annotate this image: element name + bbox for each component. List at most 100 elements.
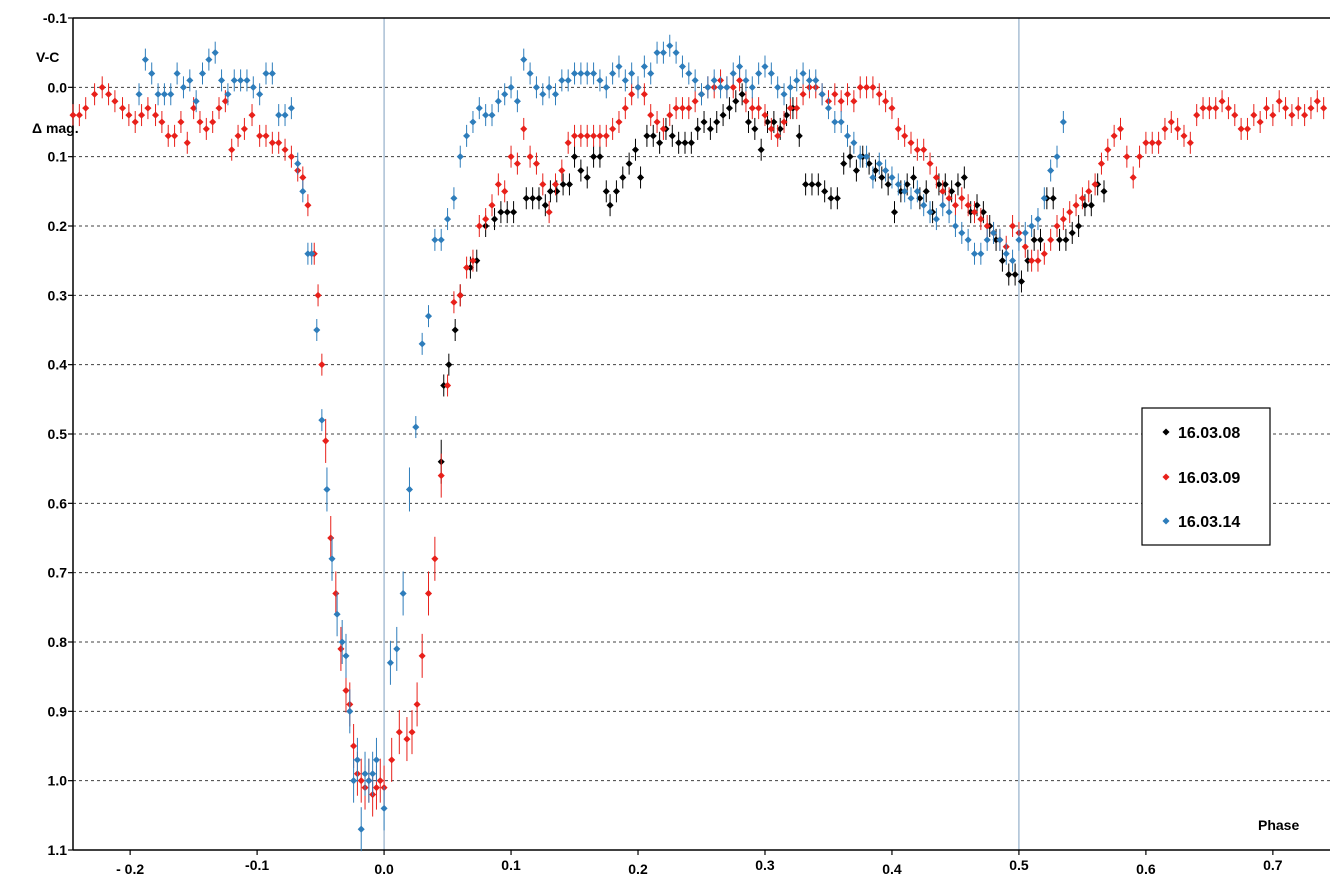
data-point [444,215,452,223]
data-point [786,83,794,91]
data-point [313,326,321,334]
data-point [977,215,985,223]
data-point [729,69,737,78]
data-point [609,69,617,78]
data-point [1142,139,1150,147]
data-point [1085,187,1093,195]
data-point [625,160,633,168]
data-point [456,291,464,299]
data-point [685,104,693,112]
data-point [510,208,518,216]
data-point [983,222,991,230]
data-point [786,104,794,112]
legend-label-16-03-14: 16.03.14 [1178,514,1240,531]
data-point [1218,97,1226,105]
data-point [748,83,756,91]
data-point [799,69,807,78]
data-point [1028,257,1036,265]
data-point [901,187,909,195]
data-point [776,125,784,133]
data-point [742,76,750,84]
data-point [973,201,981,209]
data-point [526,69,534,78]
data-point [318,416,326,424]
data-point [894,180,902,188]
data-point [1123,153,1131,161]
data-point [532,83,540,91]
data-point [640,62,648,71]
data-point [75,111,83,119]
y-tick-label: 1.0 [48,773,68,789]
data-point [450,194,458,202]
data-point [606,201,614,209]
data-point [1011,270,1019,279]
data-point [1180,132,1188,140]
data-point [1307,104,1315,112]
data-point [888,173,896,182]
data-point [361,770,369,778]
data-point [666,42,674,50]
data-point [869,173,877,182]
y-tick-label: 0.3 [48,287,68,303]
data-point [413,700,421,708]
data-point [256,132,264,140]
x-tick-label: - 0.2 [116,861,144,877]
data-point [1068,229,1076,237]
data-point [482,215,490,223]
data-point [69,111,77,119]
data-point [171,132,179,140]
data-point [932,173,940,182]
y-tick-label: 0.9 [48,703,68,719]
data-point [932,215,940,223]
data-point [833,194,841,202]
series-16-03-09 [69,69,1328,817]
data-point [167,90,175,98]
data-point [287,104,295,112]
data-points [69,34,1328,852]
data-point [653,118,661,126]
data-point [456,153,464,161]
data-point [228,146,236,154]
data-point [308,250,316,258]
data-point [369,770,377,778]
data-point [818,90,826,98]
data-point [675,139,683,147]
data-point [615,62,623,71]
data-point [501,187,509,195]
data-point [649,132,657,140]
data-point [941,180,949,188]
data-point [418,652,426,660]
data-point [812,76,820,84]
data-point [497,208,505,216]
data-point [951,222,959,230]
data-point [1036,236,1045,244]
data-point [1155,139,1163,147]
data-point [437,472,445,480]
data-point [473,257,481,265]
legend-label-16-03-08: 16.03.08 [1178,425,1240,442]
data-point [850,139,858,147]
y-tick-label: 0.4 [48,357,68,373]
data-point [350,742,358,750]
data-point [1136,153,1144,161]
data-point [1009,257,1017,265]
data-point [342,686,350,695]
data-point [751,125,759,133]
data-point [970,208,979,216]
data-point [322,437,330,445]
data-point [1243,125,1252,133]
data-point [770,118,778,126]
data-point [694,125,702,133]
data-point [672,49,680,57]
data-point [945,208,953,216]
data-point [596,153,604,161]
x-tick-label: 0.7 [1263,857,1283,873]
data-point [82,104,90,112]
data-point [237,76,245,84]
data-point [602,187,610,195]
data-point [916,194,924,202]
data-point [1205,104,1213,112]
data-point [850,97,858,105]
data-point [513,97,521,105]
data-point [659,49,667,57]
